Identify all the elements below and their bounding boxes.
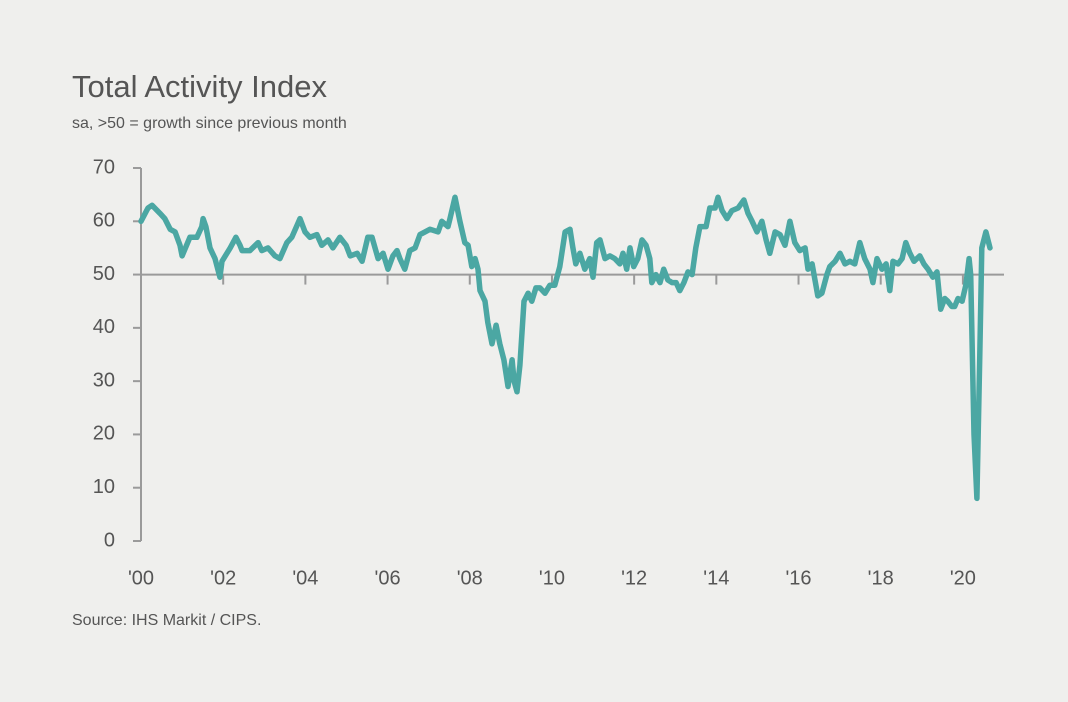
x-tick-label: '04 — [292, 567, 318, 589]
x-tick-label: '06 — [375, 567, 401, 589]
x-tick-label: '18 — [868, 567, 894, 589]
chart-subtitle: sa, >50 = growth since previous month — [72, 115, 347, 132]
data-line — [138, 194, 993, 502]
y-tick-label: 30 — [93, 369, 115, 391]
y-tick-label: 70 — [93, 156, 115, 178]
x-tick-label: '14 — [703, 567, 729, 589]
y-tick-label: 50 — [93, 263, 115, 285]
x-tick-label: '16 — [785, 567, 811, 589]
x-tick-label: '02 — [210, 567, 236, 589]
y-tick-label: 20 — [93, 423, 115, 445]
source-note: Source: IHS Markit / CIPS. — [72, 612, 261, 629]
x-tick-label: '08 — [457, 567, 483, 589]
x-tick-label: '12 — [621, 567, 647, 589]
x-tick-label: '20 — [950, 567, 976, 589]
y-tick-label: 60 — [93, 210, 115, 232]
x-tick-label: '00 — [128, 567, 154, 589]
y-tick-label: 40 — [93, 316, 115, 338]
x-tick-label: '10 — [539, 567, 565, 589]
y-tick-label: 10 — [93, 476, 115, 498]
chart-title: Total Activity Index — [72, 69, 328, 104]
y-tick-label: 0 — [104, 529, 115, 551]
